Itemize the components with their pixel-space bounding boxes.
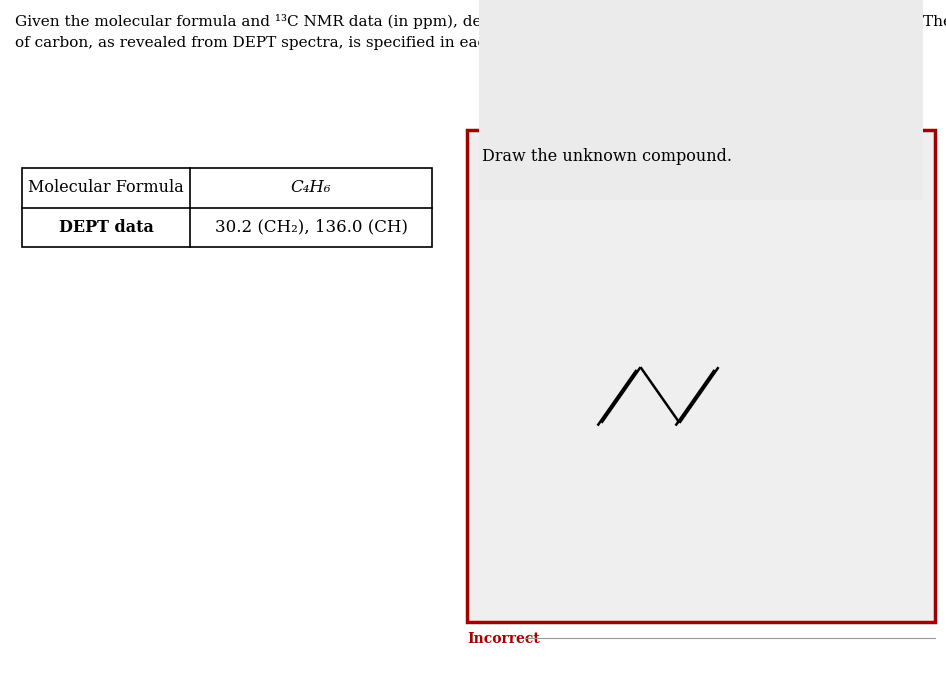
Text: 30.2 (CH₂), 136.0 (CH): 30.2 (CH₂), 136.0 (CH) (215, 219, 408, 236)
Text: of carbon, as revealed from DEPT spectra, is specified in each case.: of carbon, as revealed from DEPT spectra… (15, 36, 540, 50)
Bar (479, 0, 923, 200)
Text: C₄H₆: C₄H₆ (290, 179, 331, 196)
Bar (22, 168, 432, 247)
Text: Draw the unknown compound.: Draw the unknown compound. (482, 148, 732, 165)
Bar (467, 130, 935, 622)
Text: DEPT data: DEPT data (59, 219, 153, 236)
Text: Molecular Formula: Molecular Formula (28, 179, 184, 196)
Text: Incorrect: Incorrect (467, 632, 540, 646)
Text: Given the molecular formula and ¹³C NMR data (in ppm), deduce and draw the struc: Given the molecular formula and ¹³C NMR … (15, 14, 946, 29)
